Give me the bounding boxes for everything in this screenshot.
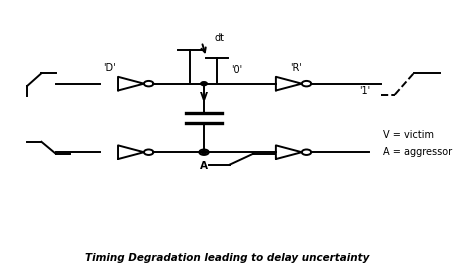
Text: V: V: [200, 93, 208, 102]
Text: A: A: [200, 161, 208, 171]
Text: 'D': 'D': [103, 63, 116, 73]
Text: '0': '0': [231, 65, 243, 75]
Text: dt: dt: [214, 33, 224, 43]
Text: '1': '1': [359, 86, 371, 96]
Circle shape: [201, 151, 207, 154]
Text: Timing Degradation leading to delay uncertainty: Timing Degradation leading to delay unce…: [85, 253, 370, 263]
Text: 'R': 'R': [290, 63, 302, 73]
Text: V = victim
A = aggressor: V = victim A = aggressor: [383, 130, 452, 157]
Circle shape: [201, 82, 207, 86]
